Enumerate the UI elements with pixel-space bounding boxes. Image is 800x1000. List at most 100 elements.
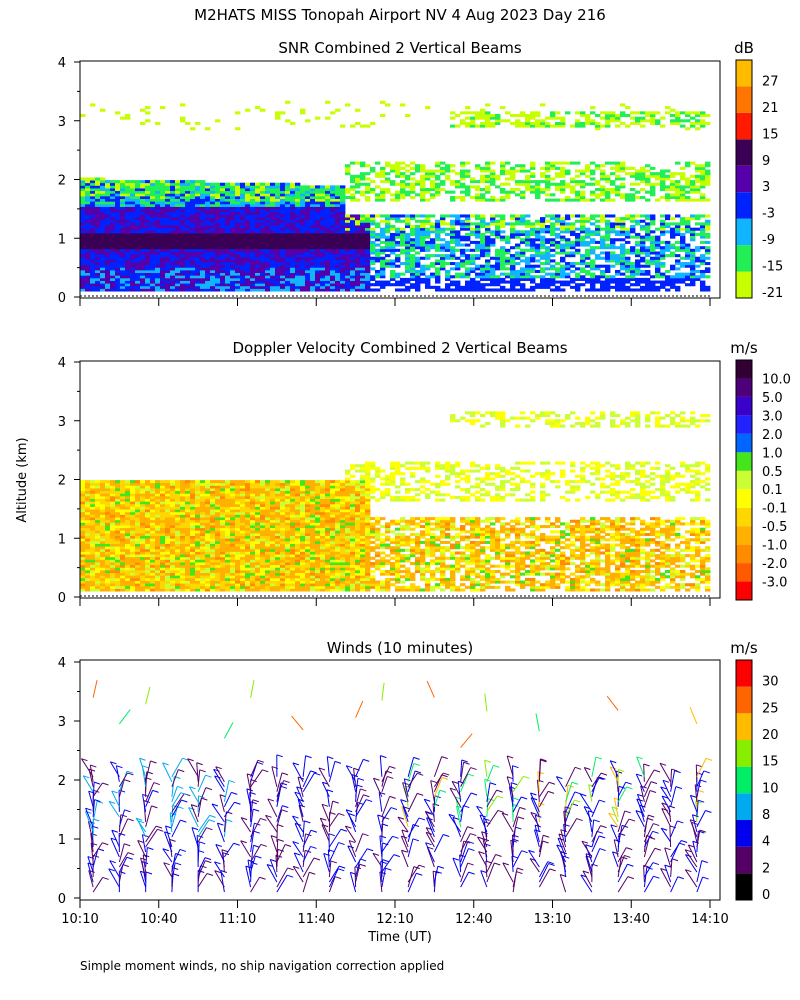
snr-cell bbox=[550, 288, 556, 292]
snr-cell bbox=[300, 254, 306, 258]
snr-cell bbox=[145, 256, 151, 260]
snr-cell bbox=[100, 269, 106, 274]
doppler-cell bbox=[95, 519, 101, 523]
snr-cell bbox=[615, 277, 621, 281]
snr-cell bbox=[120, 280, 126, 284]
snr-cell bbox=[170, 188, 176, 192]
snr-cell bbox=[555, 198, 561, 202]
doppler-cell bbox=[100, 519, 106, 523]
snr-cell bbox=[180, 230, 186, 234]
snr-cell bbox=[120, 267, 126, 271]
snr-cell bbox=[350, 246, 356, 250]
snr-cell bbox=[590, 288, 596, 292]
snr-cell bbox=[250, 288, 256, 292]
snr-cell bbox=[430, 193, 436, 197]
snr-cell bbox=[215, 285, 221, 289]
snr-cell bbox=[135, 251, 141, 255]
snr-cell bbox=[325, 240, 331, 244]
snr-cell bbox=[435, 177, 441, 181]
snr-cell bbox=[315, 188, 321, 192]
doppler-cell bbox=[125, 519, 131, 523]
snr-cell bbox=[680, 240, 686, 244]
snr-cell bbox=[165, 203, 171, 207]
snr-cell bbox=[435, 280, 441, 284]
snr-cell bbox=[660, 185, 666, 189]
snr-cell bbox=[480, 285, 486, 289]
snr-cell bbox=[360, 238, 366, 242]
snr-cell bbox=[620, 217, 626, 221]
snr-cell bbox=[565, 267, 571, 271]
snr-cell bbox=[525, 230, 531, 234]
snr-cell bbox=[160, 214, 166, 218]
snr-cell bbox=[340, 267, 346, 271]
snr-cell bbox=[405, 243, 411, 247]
snr-cell bbox=[185, 227, 191, 231]
snr-cell bbox=[575, 248, 581, 252]
snr-cell bbox=[340, 219, 346, 223]
snr-cell bbox=[145, 259, 151, 263]
snr-cell bbox=[535, 222, 541, 226]
snr-cell bbox=[645, 225, 651, 229]
snr-cell bbox=[325, 262, 331, 266]
doppler-cell bbox=[120, 583, 126, 587]
snr-cell bbox=[645, 214, 651, 218]
snr-cell bbox=[320, 222, 326, 226]
snr-cell bbox=[115, 235, 121, 239]
snr-cell bbox=[260, 272, 266, 276]
snr-cell bbox=[475, 198, 481, 202]
snr-cell bbox=[420, 238, 426, 242]
snr-cell bbox=[250, 219, 256, 223]
snr-cell bbox=[135, 264, 141, 268]
snr-cell bbox=[425, 217, 431, 221]
snr-cell bbox=[535, 193, 541, 197]
snr-cell bbox=[200, 203, 206, 207]
snr-cell bbox=[520, 180, 526, 184]
doppler-cell bbox=[105, 527, 111, 531]
snr-cell bbox=[185, 251, 191, 255]
snr-cell bbox=[295, 188, 301, 192]
snr-cell bbox=[370, 230, 376, 234]
snr-cell bbox=[265, 195, 271, 199]
snr-cell bbox=[205, 185, 211, 189]
snr-cell bbox=[390, 227, 396, 231]
snr-cell bbox=[195, 225, 201, 229]
snr-cell bbox=[620, 280, 626, 284]
snr-cell bbox=[290, 238, 296, 242]
snr-cell bbox=[355, 243, 361, 247]
snr-cell bbox=[210, 267, 216, 271]
snr-cell bbox=[145, 283, 151, 287]
snr-cell bbox=[145, 219, 151, 223]
snr-cell bbox=[120, 203, 126, 207]
snr-cell bbox=[620, 238, 626, 242]
snr-cell bbox=[90, 182, 96, 186]
snr-cell bbox=[250, 185, 256, 189]
snr-cell bbox=[270, 209, 276, 213]
snr-cell bbox=[530, 124, 536, 128]
snr-cell bbox=[125, 267, 131, 271]
snr-cell bbox=[555, 267, 561, 271]
snr-cell bbox=[200, 259, 206, 263]
snr-cell bbox=[270, 230, 276, 234]
snr-cell bbox=[320, 209, 326, 213]
snr-cell bbox=[100, 188, 106, 192]
snr-cell bbox=[305, 283, 311, 287]
snr-cell bbox=[320, 280, 326, 284]
snr-cell bbox=[345, 219, 351, 223]
snr-cell bbox=[460, 251, 466, 255]
snr-cell bbox=[260, 227, 266, 231]
snr-cell bbox=[85, 240, 91, 244]
snr-cell bbox=[120, 217, 126, 221]
snr-cell bbox=[275, 248, 281, 252]
doppler-cell bbox=[90, 583, 96, 587]
doppler-cell bbox=[115, 551, 121, 555]
doppler-cell bbox=[105, 546, 111, 550]
snr-cell bbox=[425, 190, 431, 194]
snr-cell bbox=[300, 256, 306, 260]
doppler-cell bbox=[90, 519, 96, 523]
snr-cell bbox=[380, 248, 386, 252]
snr-cell bbox=[430, 262, 436, 266]
snr-cell bbox=[160, 267, 166, 271]
snr-cell bbox=[250, 201, 256, 205]
snr-cell bbox=[480, 193, 486, 197]
snr-cell bbox=[285, 206, 291, 210]
